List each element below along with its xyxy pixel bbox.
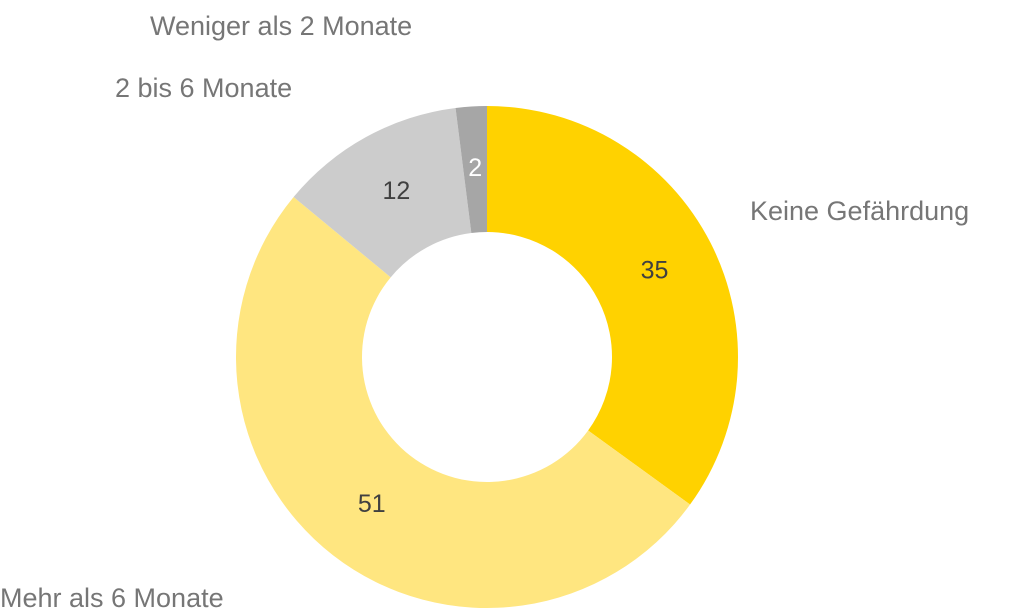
data-label: 12	[383, 177, 411, 205]
category-label: Keine Gefährdung	[750, 196, 969, 226]
donut-slice	[293, 107, 472, 278]
donut-slice	[236, 197, 691, 608]
category-label: Weniger als 2 Monate	[150, 11, 412, 41]
category-label: Mehr als 6 Monate	[0, 583, 224, 613]
category-label: 2 bis 6 Monate	[115, 73, 292, 103]
donut-slice	[487, 106, 738, 505]
donut-slice	[455, 106, 487, 233]
data-label: 35	[641, 256, 669, 284]
data-label: 51	[358, 490, 386, 518]
data-label: 2	[468, 154, 482, 182]
